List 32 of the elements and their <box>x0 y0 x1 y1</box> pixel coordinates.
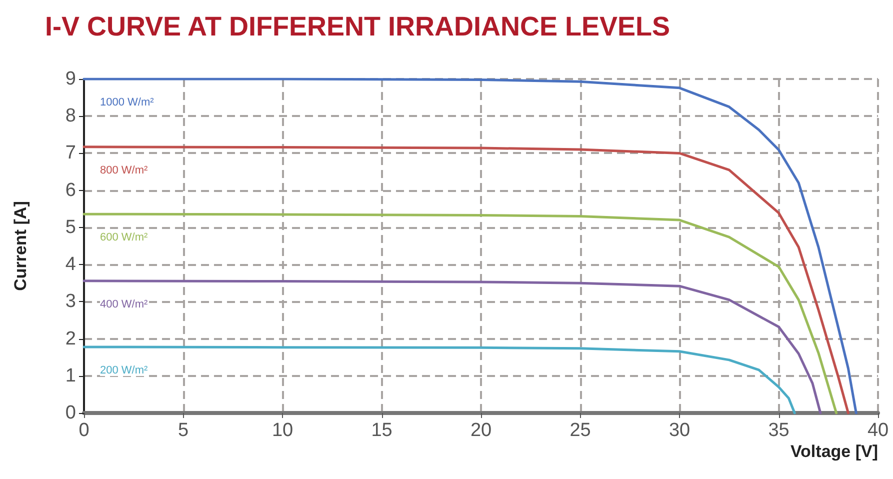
y-tick-label: 2 <box>65 328 76 350</box>
x-tick-label: 20 <box>470 420 492 441</box>
series-label: 800 W/m² <box>100 164 148 176</box>
y-tick-label: 1 <box>65 365 76 386</box>
line-series <box>82 78 858 414</box>
series-label: 600 W/m² <box>100 232 148 244</box>
y-tick-label: 6 <box>65 180 76 201</box>
line-series <box>82 346 796 414</box>
x-tick-label: 15 <box>371 420 392 441</box>
series-label: 1000 W/m² <box>100 96 154 108</box>
x-tick-label: 30 <box>668 420 690 441</box>
x-axis-title: Voltage [V] <box>790 442 878 461</box>
x-tick-label: 0 <box>78 420 90 441</box>
y-tick-label: 0 <box>65 402 76 424</box>
x-tick-label: 25 <box>570 420 591 441</box>
y-tick-label: 3 <box>65 291 76 312</box>
x-tick-label: 5 <box>178 420 189 441</box>
y-tick-label: 4 <box>65 254 76 276</box>
y-axis-title: Current [A] <box>11 201 30 291</box>
chart-title: I-V CURVE AT DIFFERENT IRRADIANCE LEVELS <box>45 12 670 42</box>
x-tick-label: 40 <box>867 420 889 441</box>
y-tick-label: 7 <box>65 142 76 164</box>
x-tick-label: 10 <box>272 420 294 441</box>
line-series <box>82 146 850 414</box>
series-label: 400 W/m² <box>100 298 148 310</box>
y-tick-label: 8 <box>65 106 76 127</box>
line-series <box>82 280 822 414</box>
y-tick-label: 5 <box>65 216 76 238</box>
line-series <box>82 212 838 414</box>
y-tick-label: 9 <box>65 68 76 90</box>
series-label: 200 W/m² <box>100 364 148 376</box>
x-tick-label: 35 <box>768 420 790 441</box>
